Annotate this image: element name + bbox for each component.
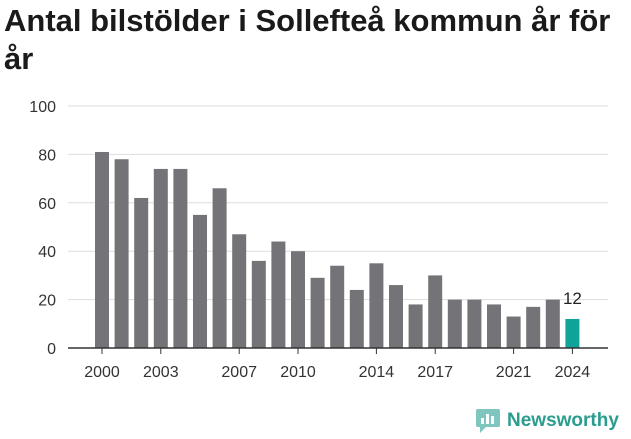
bars xyxy=(95,151,580,348)
brand-name: Newsworthy xyxy=(507,410,619,431)
bar xyxy=(545,299,560,348)
y-tick-label: 100 xyxy=(29,99,56,116)
bar xyxy=(526,306,541,348)
bar-highlight xyxy=(565,318,580,348)
bar xyxy=(428,275,443,348)
x-tick-label: 2007 xyxy=(221,364,257,381)
newsworthy-logo: Newsworthy xyxy=(475,407,619,435)
x-tick-label: 2014 xyxy=(359,364,395,381)
y-tick-label: 80 xyxy=(38,147,56,164)
x-tick-label: 2000 xyxy=(84,364,120,381)
bar xyxy=(153,168,168,348)
x-tick-label: 2021 xyxy=(496,364,532,381)
bar xyxy=(212,188,227,348)
bar xyxy=(193,214,207,348)
bar xyxy=(271,241,286,348)
bar xyxy=(408,304,423,348)
y-tick-label: 20 xyxy=(38,293,56,310)
bar xyxy=(134,197,149,348)
y-tick-label: 40 xyxy=(38,244,56,261)
chart-title: Antal bilstölder i Sollefteå kommun år f… xyxy=(4,3,611,76)
bar xyxy=(232,234,247,348)
x-tick-label: 2017 xyxy=(417,364,453,381)
bar xyxy=(506,316,521,348)
bar xyxy=(173,168,188,348)
bar xyxy=(95,151,109,348)
highlight-value-label: 12 xyxy=(563,289,582,308)
bar xyxy=(389,285,403,348)
x-tick-label: 2024 xyxy=(555,364,591,381)
y-axis-ticks: 0 20 40 60 80 100 xyxy=(29,99,56,358)
y-tick-label: 0 xyxy=(47,341,56,358)
bar xyxy=(114,159,129,348)
bar xyxy=(487,304,501,348)
bar xyxy=(369,263,384,348)
bar xyxy=(467,299,482,348)
y-tick-label: 60 xyxy=(38,196,56,213)
x-axis-ticks: 2000 2003 2007 2010 2014 2017 2021 2024 xyxy=(84,348,590,381)
newsworthy-bar-chart-icon xyxy=(476,409,500,433)
x-tick-label: 2003 xyxy=(143,364,179,381)
bar xyxy=(251,260,266,348)
x-tick-label: 2010 xyxy=(280,364,316,381)
bar xyxy=(330,265,345,348)
bar xyxy=(349,289,364,348)
bar xyxy=(310,277,325,348)
bar xyxy=(447,299,462,348)
bar xyxy=(291,251,305,348)
